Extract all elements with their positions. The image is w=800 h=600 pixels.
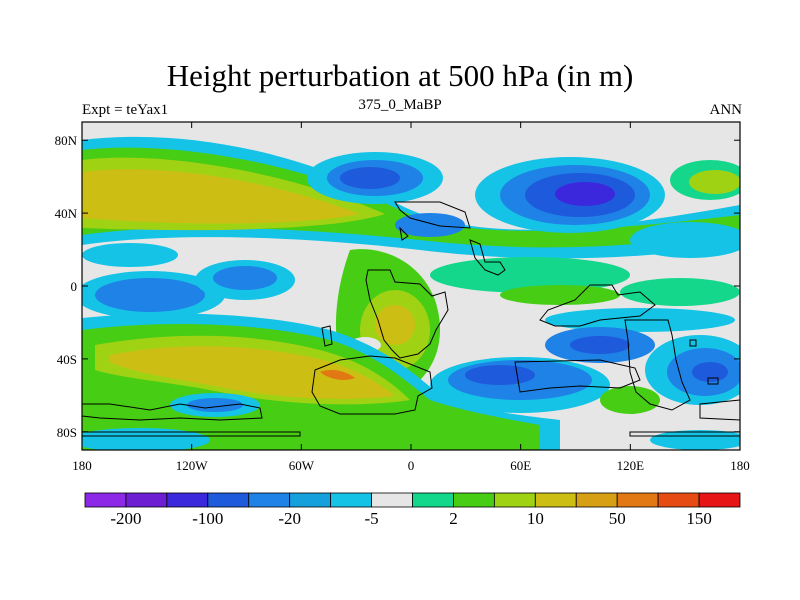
colorbar-label: -100 [192, 509, 223, 528]
colorbar-label: 50 [609, 509, 626, 528]
x-tick-label: 120E [617, 458, 645, 473]
colorbar-swatch [493, 492, 536, 508]
x-tick-label: 180 [730, 458, 750, 473]
time-label: 375_0_MaBP [358, 97, 442, 113]
colorbar-swatch [207, 492, 250, 508]
colorbar-swatch [289, 492, 332, 508]
colorbar-swatch [166, 492, 209, 508]
colorbar-swatch [330, 492, 372, 508]
colorbar-swatch [248, 492, 291, 508]
x-tick-label: 120W [176, 458, 209, 473]
colorbar-label: 2 [449, 509, 458, 528]
colorbar-swatch [371, 492, 413, 508]
colorbar-swatch [84, 492, 127, 508]
y-tick-label: 40N [55, 206, 78, 221]
colorbar-label: -5 [364, 509, 378, 528]
x-tick-label: 60E [510, 458, 531, 473]
height-field [82, 122, 740, 450]
colorbar-label: -20 [278, 509, 301, 528]
colorbar-label: 150 [686, 509, 712, 528]
colorbar-swatch [698, 492, 741, 508]
y-tick-label: 0 [71, 279, 78, 294]
colorbar-swatch [534, 492, 577, 508]
experiment-label: Expt = teYax1 [82, 102, 169, 118]
y-tick-label: 80N [55, 133, 78, 148]
y-tick-label: 40S [57, 352, 77, 367]
season-label: ANN [709, 102, 743, 118]
colorbar-swatch [125, 492, 168, 508]
coastlines [82, 201, 740, 437]
colorbar-swatch [412, 492, 454, 508]
colorbar-label: 10 [527, 509, 544, 528]
colorbar-swatch [616, 492, 659, 508]
chart-title: Height perturbation at 500 hPa (in m) [166, 58, 634, 93]
colorbar-label: -200 [110, 509, 141, 528]
colorbar-swatch [575, 492, 618, 508]
colorbar-swatch [453, 492, 495, 508]
x-tick-label: 0 [408, 458, 415, 473]
y-tick-label: 80S [57, 425, 77, 440]
colorbar-swatch [657, 492, 700, 508]
x-tick-label: 60W [289, 458, 315, 473]
x-tick-label: 180 [72, 458, 92, 473]
